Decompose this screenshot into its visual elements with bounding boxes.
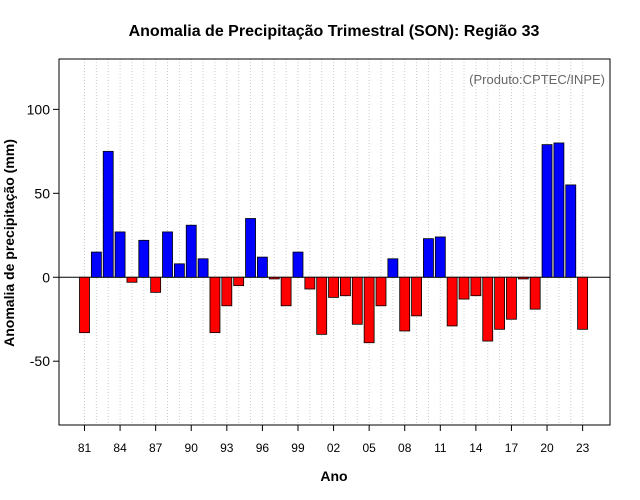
bar-1998 — [280, 276, 292, 307]
bar-2006 — [375, 276, 387, 307]
y-axis-label: Anomalia de precipitação (mm) — [1, 139, 17, 347]
bar-1990 — [185, 224, 197, 278]
bar-2013 — [458, 276, 470, 300]
bar-2012 — [446, 276, 458, 327]
bar-2009 — [411, 276, 422, 317]
bar-2001 — [316, 276, 328, 335]
bar-2017 — [506, 276, 517, 320]
bar-2016 — [494, 276, 506, 330]
plot-frame — [58, 58, 611, 426]
x-tick-label-1993: 93 — [220, 441, 234, 455]
grid-lines — [84, 59, 584, 425]
bar-1982 — [90, 251, 102, 278]
x-tick-label-2023: 23 — [576, 441, 590, 455]
bar-1995 — [245, 218, 256, 278]
bar-1989 — [173, 263, 185, 278]
bar-2015 — [482, 276, 494, 342]
bar-2005 — [363, 276, 375, 344]
bar-2008 — [399, 276, 411, 332]
bar-2021 — [553, 142, 565, 278]
bars-group — [79, 142, 589, 344]
y-tick-label-2: 50 — [34, 185, 50, 201]
bar-1987 — [150, 276, 162, 293]
bar-1983 — [102, 150, 114, 278]
bar-2019 — [529, 276, 541, 310]
y-tick-label-3: 100 — [27, 101, 51, 117]
bar-2007 — [387, 258, 399, 278]
x-axis: 81 84 87 90 93 96 99 02 05 08 11 14 17 20 23 — [78, 425, 590, 455]
bar-2020 — [541, 144, 553, 278]
x-tick-label-1984: 84 — [113, 441, 127, 455]
bar-1992 — [209, 276, 221, 334]
y-tick-label-1: 0 — [42, 269, 50, 285]
x-tick-label-2011: 11 — [434, 441, 447, 455]
bar-2022 — [565, 184, 577, 278]
x-tick-label-1987: 87 — [149, 441, 163, 455]
bar-2010 — [423, 238, 434, 278]
x-axis-label: Ano — [320, 468, 347, 484]
bar-2011 — [434, 236, 446, 278]
bar-2002 — [328, 276, 339, 298]
bar-2023 — [577, 276, 589, 330]
bar-2014 — [470, 276, 482, 297]
y-tick-label-0: -50 — [30, 353, 50, 369]
x-tick-label-2017: 17 — [505, 441, 519, 455]
x-tick-label-1981: 81 — [78, 441, 92, 455]
x-tick-label-2014: 14 — [469, 441, 483, 455]
bar-2018 — [517, 276, 529, 280]
bar-2000 — [304, 276, 316, 290]
product-credit: (Produto:CPTEC/INPE) — [469, 72, 605, 87]
y-axis: -50 0 50 100 — [27, 101, 59, 369]
bar-1996 — [256, 256, 268, 278]
x-tick-label-1990: 90 — [185, 441, 199, 455]
bar-1985 — [126, 276, 138, 283]
bar-1986 — [138, 239, 150, 278]
bar-1993 — [221, 276, 233, 307]
bar-1981 — [79, 276, 90, 334]
x-tick-label-2005: 05 — [362, 441, 376, 455]
bar-1984 — [114, 231, 126, 278]
bar-2004 — [351, 276, 363, 325]
x-tick-label-1996: 96 — [256, 441, 270, 455]
x-tick-label-2020: 20 — [540, 441, 554, 455]
x-tick-label-1999: 99 — [291, 441, 305, 455]
bar-1988 — [162, 231, 173, 278]
chart-title: Anomalia de Precipitação Trimestral (SON… — [129, 23, 540, 40]
x-tick-label-2002: 02 — [327, 441, 341, 455]
x-tick-label-2008: 08 — [398, 441, 412, 455]
bar-1991 — [197, 258, 209, 278]
bar-1994 — [233, 276, 245, 287]
bar-1997 — [268, 276, 280, 280]
bar-2003 — [340, 276, 351, 297]
bar-1999 — [292, 251, 304, 278]
